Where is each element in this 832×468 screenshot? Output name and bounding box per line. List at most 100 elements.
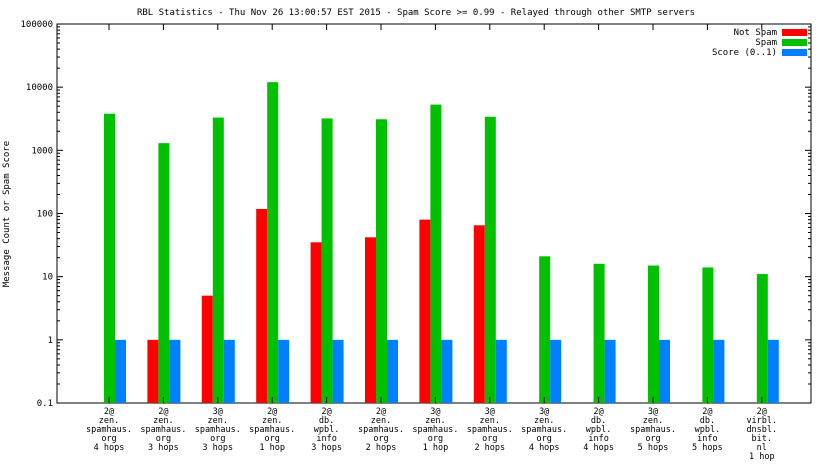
x-tick-label-line: 3@ (648, 407, 658, 417)
x-tick-label-line: 2@ (267, 407, 277, 417)
legend-swatch (782, 49, 807, 56)
bar-score-0-1 (332, 339, 344, 403)
x-tick-label-line: 1 hop (749, 452, 775, 462)
x-tick-label-line: bit. (752, 434, 772, 444)
x-tick-label-line: spamhaus. (630, 425, 676, 435)
bar-score-0-1 (713, 339, 725, 403)
x-tick-label-line: 2@ (593, 407, 603, 417)
x-tick-label-line: org (373, 434, 388, 444)
bar-spam (376, 119, 387, 403)
y-tick-label: 1 (48, 336, 53, 346)
x-tick-label-line: db. (591, 416, 606, 426)
x-tick-label-line: 2@ (376, 407, 386, 417)
bar-spam (593, 263, 605, 403)
legend-swatch (782, 39, 807, 46)
x-tick-label-line: 3@ (213, 407, 223, 417)
bar-spam (539, 256, 551, 403)
x-tick-label-line: zen. (534, 416, 554, 426)
bar-not-spam (473, 225, 485, 403)
x-tick-label-line: 2@ (702, 407, 712, 417)
x-tick-label-line: 1 hop (259, 443, 285, 453)
bar-spam (267, 82, 279, 404)
bar-not-spam (201, 295, 213, 403)
x-tick-label-line: zen. (262, 416, 282, 426)
x-tick-label: 2@virbl.dnsbl.bit.nl1 hop (746, 407, 777, 462)
y-axis: 0.1 1 10 100 1000 10000 100000 (20, 20, 811, 409)
x-tick-label-line: 4 hops (583, 443, 614, 453)
bars (104, 82, 779, 404)
x-tick-label-line: wpbl. (586, 425, 612, 435)
x-tick-label-line: zen. (153, 416, 173, 426)
x-tick-label-line: db. (319, 416, 334, 426)
x-tick-label-line: spamhaus. (249, 425, 295, 435)
bar-score-0-1 (115, 339, 126, 403)
x-tick-label-line: org (428, 434, 443, 444)
x-tick-label-line: spamhaus. (467, 425, 513, 435)
legend-label: Score (0..1) (712, 48, 777, 58)
x-tick-label-line: zen. (208, 416, 228, 426)
x-tick-label-line: 2@ (321, 407, 331, 417)
bar-score-0-1 (387, 339, 398, 403)
bar-spam (321, 118, 333, 404)
x-tick-label-line: db. (700, 416, 715, 426)
x-tick-label-line: info (697, 434, 717, 444)
x-tick-label-line: org (537, 434, 552, 444)
x-tick-label-line: org (645, 434, 660, 444)
bar-spam (212, 117, 224, 403)
x-tick-label-line: 5 hops (692, 443, 723, 453)
x-tick-label-line: info (316, 434, 336, 444)
bar-spam (158, 143, 170, 403)
x-tick-label-line: org (482, 434, 497, 444)
bar-score-0-1 (169, 339, 181, 403)
bar-spam (648, 265, 659, 403)
bar-not-spam (419, 219, 431, 403)
y-tick-label: 100 (37, 210, 53, 220)
x-tick-label-line: 3@ (485, 407, 495, 417)
x-tick-label-line: spamhaus. (195, 425, 241, 435)
y-tick-label: 10000 (26, 83, 53, 93)
x-tick-label-line: org (210, 434, 225, 444)
bar-score-0-1 (604, 339, 616, 403)
x-tick-label-line: spamhaus. (358, 425, 404, 435)
legend-swatch (782, 29, 807, 36)
x-tick-label-line: 4 hops (529, 443, 560, 453)
y-axis-label: Message Count or Spam Score (2, 141, 12, 287)
x-tick-label-line: zen. (99, 416, 119, 426)
bar-score-0-1 (278, 339, 290, 403)
bar-spam (430, 104, 442, 403)
bar-score-0-1 (223, 339, 235, 403)
bar-score-0-1 (550, 339, 562, 403)
x-tick-label-line: spamhaus. (86, 425, 132, 435)
x-tick-label-line: zen. (643, 416, 663, 426)
y-tick-label: 10 (42, 273, 53, 283)
bar-score-0-1 (767, 339, 779, 403)
x-tick-label-line: 3 hops (202, 443, 233, 453)
x-tick-label-line: 4 hops (94, 443, 125, 453)
x-tick-label-line: 3 hops (311, 443, 342, 453)
bar-score-0-1 (495, 339, 507, 403)
y-tick-label: 1000 (31, 146, 53, 156)
y-tick-label: 0.1 (37, 399, 53, 409)
bar-spam (104, 113, 115, 404)
bar-not-spam (147, 339, 159, 403)
x-tick-label-line: zen. (371, 416, 391, 426)
x-tick-label-line: 2 hops (474, 443, 505, 453)
x-tick-label-line: nl (757, 443, 767, 453)
chart-title: RBL Statistics - Thu Nov 26 13:00:57 EST… (137, 8, 695, 18)
x-tick-label-line: spamhaus. (521, 425, 567, 435)
x-tick-label-line: zen. (425, 416, 445, 426)
bar-spam (756, 274, 768, 403)
x-tick-label-line: virbl. (746, 416, 777, 426)
